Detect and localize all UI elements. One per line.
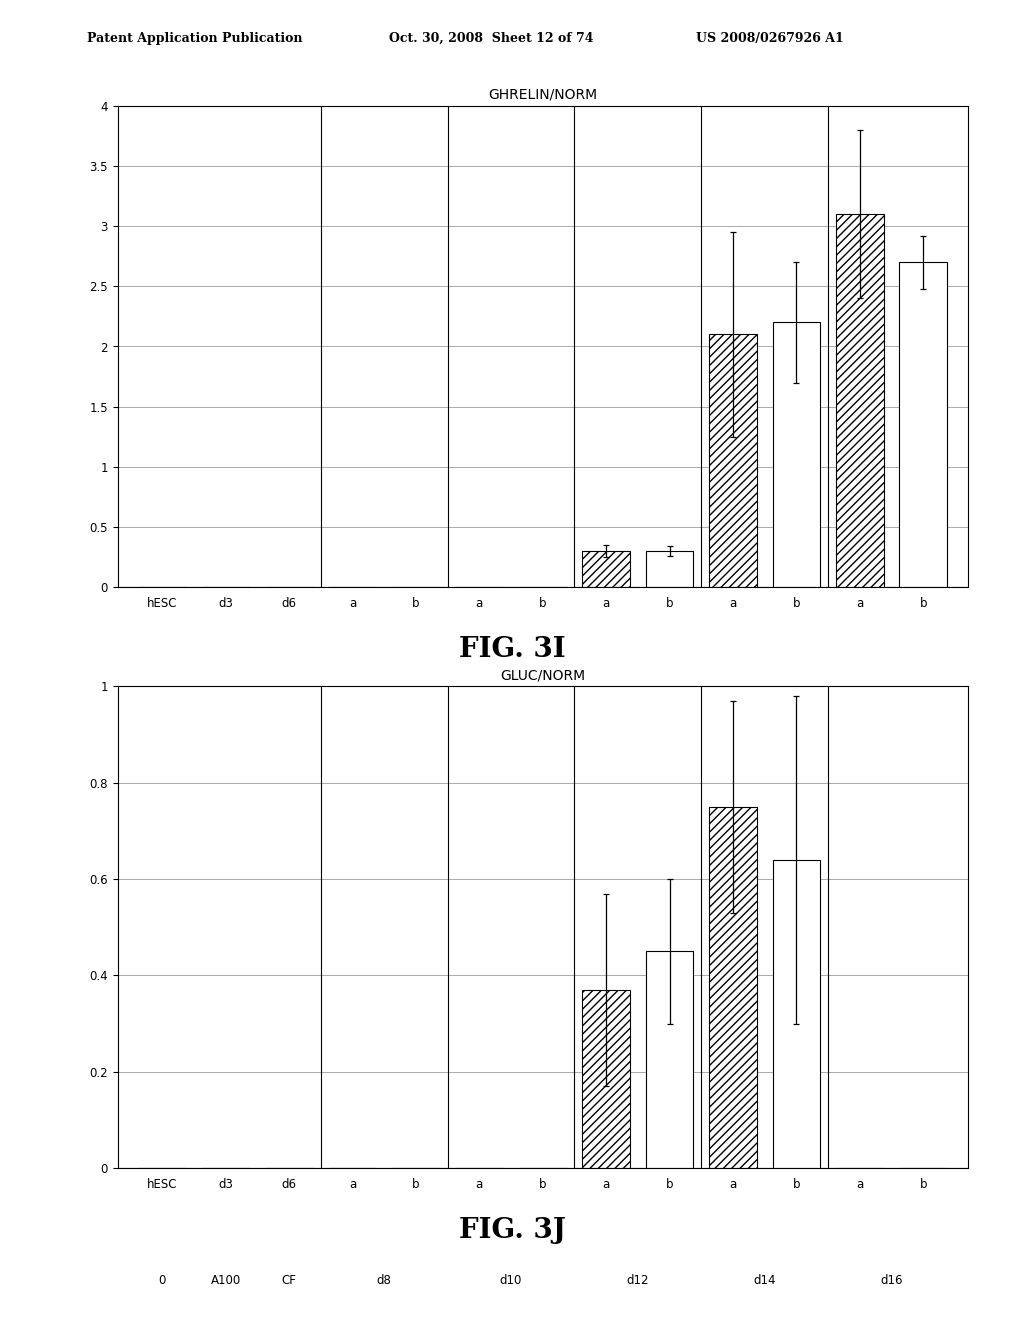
Text: d16: d16 [881,693,903,706]
Text: 0: 0 [159,1274,166,1287]
Text: d14: d14 [754,1274,776,1287]
Bar [583,552,630,587]
Bar [710,334,757,587]
Text: d8: d8 [377,693,391,706]
Text: Oct. 30, 2008  Sheet 12 of 74: Oct. 30, 2008 Sheet 12 of 74 [389,32,594,45]
Bar [646,552,693,587]
Text: d12: d12 [627,693,649,706]
Title: GLUC/NORM: GLUC/NORM [500,668,586,682]
Text: CF: CF [282,1274,297,1287]
Bar [773,322,820,587]
Text: FIG. 3I: FIG. 3I [459,636,565,663]
Text: d16: d16 [881,1274,903,1287]
Bar [583,990,630,1168]
Text: d12: d12 [627,1274,649,1287]
Bar [773,859,820,1168]
Bar [710,807,757,1168]
Text: CF: CF [282,693,297,706]
Bar [646,952,693,1168]
Bar [836,214,884,587]
Text: A100: A100 [211,1274,241,1287]
Text: d10: d10 [500,1274,522,1287]
Text: Patent Application Publication: Patent Application Publication [87,32,302,45]
Bar [899,263,947,587]
Text: d8: d8 [377,1274,391,1287]
Text: d14: d14 [754,693,776,706]
Text: A100: A100 [211,693,241,706]
Text: US 2008/0267926 A1: US 2008/0267926 A1 [696,32,844,45]
Text: 0: 0 [159,693,166,706]
Text: d10: d10 [500,693,522,706]
Text: FIG. 3J: FIG. 3J [459,1217,565,1243]
Title: GHRELIN/NORM: GHRELIN/NORM [488,87,597,102]
